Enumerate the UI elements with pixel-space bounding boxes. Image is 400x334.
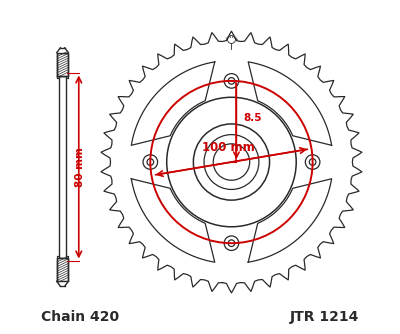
Circle shape: [224, 73, 239, 88]
Polygon shape: [101, 31, 362, 293]
Bar: [57, 53, 68, 76]
Polygon shape: [57, 48, 68, 53]
Bar: [59, 76, 66, 258]
Text: 100 mm: 100 mm: [202, 141, 254, 154]
Circle shape: [193, 124, 270, 200]
Polygon shape: [248, 62, 332, 145]
Bar: [57, 258, 68, 281]
Polygon shape: [248, 179, 332, 262]
Circle shape: [213, 144, 250, 180]
Circle shape: [143, 155, 158, 169]
Circle shape: [228, 77, 235, 84]
Polygon shape: [131, 179, 215, 262]
Circle shape: [309, 159, 316, 165]
Circle shape: [167, 97, 296, 227]
Circle shape: [204, 135, 259, 189]
Text: JTR 1214: JTR 1214: [290, 310, 359, 324]
Text: 8.5: 8.5: [243, 113, 262, 123]
Circle shape: [224, 236, 239, 250]
Circle shape: [147, 159, 154, 165]
Circle shape: [228, 240, 235, 246]
Text: Chain 420: Chain 420: [41, 310, 119, 324]
Polygon shape: [131, 62, 215, 145]
Polygon shape: [57, 281, 68, 286]
Text: 80 mm: 80 mm: [76, 147, 86, 187]
Circle shape: [305, 155, 320, 169]
